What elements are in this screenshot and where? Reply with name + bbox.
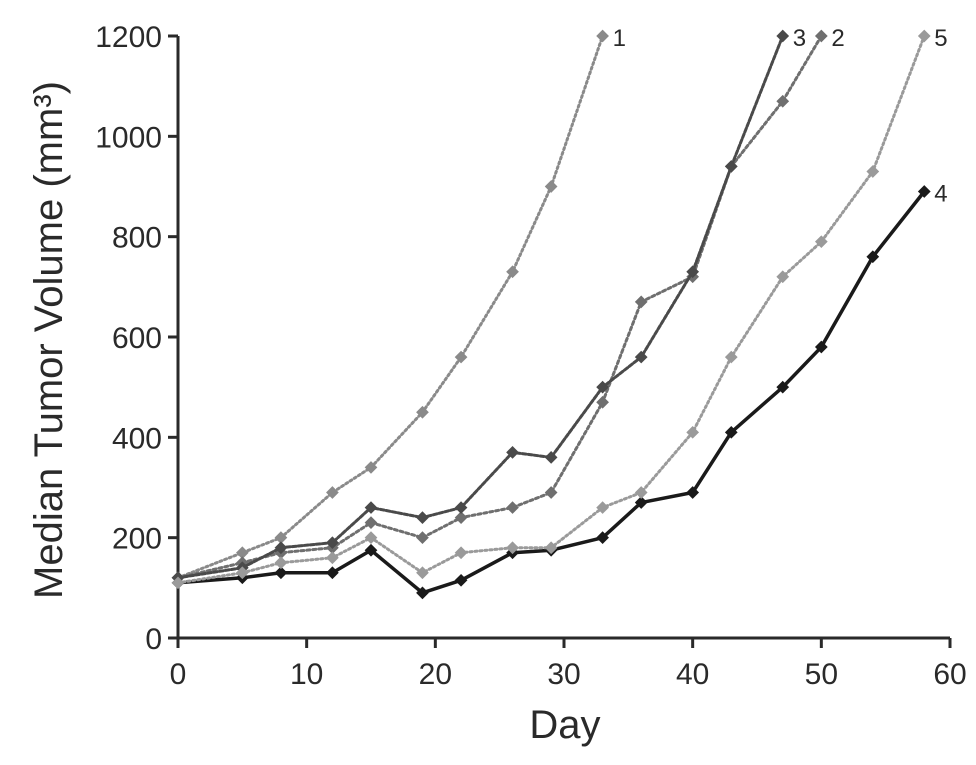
data-point [776, 380, 790, 394]
data-point [274, 531, 288, 545]
data-point [235, 566, 249, 580]
data-point [866, 250, 880, 264]
data-point [544, 541, 558, 555]
data-point [814, 340, 828, 354]
data-point [634, 295, 648, 309]
data-point [544, 451, 558, 464]
series-2 [171, 29, 828, 585]
data-point [506, 446, 519, 459]
data-point [596, 29, 609, 43]
series-label-5: 5 [934, 25, 947, 52]
series-line-1 [176, 34, 605, 580]
data-point [326, 536, 339, 550]
x-tick-label: 30 [547, 658, 580, 691]
data-point [596, 501, 609, 514]
series-line-5 [176, 34, 926, 585]
data-point [866, 165, 880, 178]
x-tick-label: 60 [933, 658, 966, 691]
data-point [814, 29, 828, 43]
data-point [724, 425, 738, 439]
data-point [171, 576, 185, 590]
data-point [634, 486, 648, 499]
series-label-3: 3 [793, 25, 806, 52]
data-point [274, 556, 288, 570]
data-point [326, 551, 339, 565]
series-label-1: 1 [613, 25, 626, 52]
data-point [454, 511, 468, 524]
series-line-2 [176, 34, 823, 580]
x-tick-label: 10 [290, 658, 323, 691]
data-point [364, 531, 378, 545]
data-point [454, 350, 468, 364]
data-point [686, 425, 700, 439]
x-tick-label: 20 [419, 658, 452, 691]
data-point [416, 511, 429, 524]
series-label-2: 2 [831, 25, 844, 52]
data-point [776, 270, 790, 284]
data-point [686, 265, 700, 279]
y-tick-label: 400 [112, 422, 162, 455]
data-point [724, 350, 738, 364]
data-point [364, 516, 378, 529]
y-tick-label: 800 [112, 222, 162, 255]
data-point [917, 185, 931, 198]
data-point [596, 395, 609, 409]
x-tick-label: 50 [805, 658, 838, 691]
data-point [454, 573, 468, 587]
y-tick-label: 1200 [95, 21, 162, 54]
data-point [544, 180, 558, 193]
data-point [454, 501, 468, 514]
data-point [235, 546, 249, 560]
y-tick-label: 0 [145, 623, 162, 656]
data-point [686, 486, 700, 499]
data-point [274, 566, 288, 580]
data-point [596, 380, 609, 394]
y-axis-title: Median Tumor Volume (mm³) [27, 81, 71, 599]
y-tick-label: 200 [112, 523, 162, 556]
data-point [634, 496, 648, 509]
x-axis-title: Day [529, 703, 600, 747]
data-point [326, 486, 339, 499]
data-point [364, 461, 378, 474]
data-point [724, 160, 738, 173]
data-point [917, 29, 931, 43]
data-point [776, 94, 790, 108]
series-group [171, 29, 931, 600]
x-tick-label: 40 [676, 658, 709, 691]
data-point [416, 586, 429, 600]
data-point [364, 543, 378, 557]
data-point [506, 541, 519, 555]
data-point [364, 501, 378, 514]
series-5 [171, 29, 931, 590]
data-point [506, 501, 519, 514]
series-1 [171, 29, 609, 585]
data-point [506, 265, 519, 279]
data-point [416, 566, 429, 580]
data-point [776, 29, 790, 43]
data-point [326, 566, 339, 580]
data-point [416, 531, 429, 545]
data-point [634, 350, 648, 364]
data-point [416, 405, 429, 419]
series-3 [171, 29, 790, 585]
data-point [544, 486, 558, 499]
data-point [596, 531, 609, 545]
x-tick-label: 0 [170, 658, 187, 691]
data-point [814, 235, 828, 249]
data-point [274, 541, 288, 555]
y-tick-label: 600 [112, 322, 162, 355]
data-point [454, 546, 468, 560]
series-label-4: 4 [934, 181, 947, 208]
series-line-3 [176, 34, 785, 580]
y-tick-label: 1000 [95, 121, 162, 154]
